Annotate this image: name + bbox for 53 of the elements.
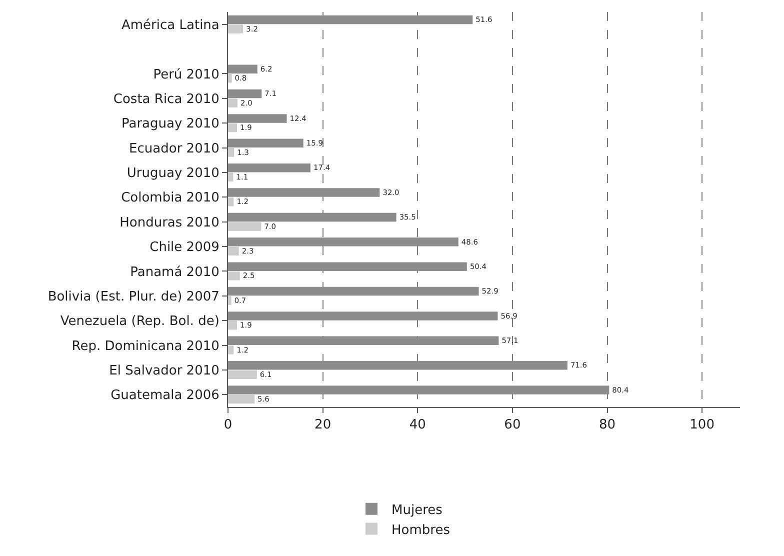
- bar: [228, 296, 232, 305]
- x-tick-label: 80: [598, 418, 616, 433]
- x-tick-label: 60: [504, 418, 521, 433]
- bar: [228, 386, 610, 394]
- bar: [228, 148, 234, 157]
- bar: [228, 24, 244, 34]
- bar: [228, 197, 234, 206]
- y-tick-label: Bolivia (Est. Plur. de) 2007: [48, 289, 220, 304]
- y-tick-label: Chile 2009: [150, 240, 220, 256]
- y-tick-label: El Salvador 2010: [109, 364, 220, 379]
- bar: [228, 246, 239, 256]
- bar: [228, 15, 473, 24]
- bar: [228, 114, 287, 123]
- bar: [228, 123, 238, 132]
- bar: [228, 346, 234, 354]
- y-tick-label: Ecuador 2010: [129, 141, 220, 156]
- y-tick-label: Guatemala 2006: [110, 388, 220, 404]
- bar: [228, 138, 304, 148]
- x-tick-label: 20: [314, 418, 332, 433]
- y-tick-label: Panamá 2010: [130, 264, 220, 280]
- y-tick-label: Rep. Dominicana 2010: [72, 338, 220, 354]
- bar: [228, 312, 498, 320]
- bar: [228, 336, 499, 346]
- bar: [228, 394, 255, 404]
- y-tick-label: Colombia 2010: [121, 190, 220, 206]
- bar: [228, 163, 310, 172]
- bar: [228, 262, 467, 271]
- bar: [228, 64, 258, 74]
- x-tick-label: 100: [690, 418, 714, 433]
- y-tick-label: América Latina: [122, 18, 220, 33]
- y-tick-label: Paraguay 2010: [121, 116, 220, 132]
- legend-label: Mujeres: [392, 502, 443, 518]
- bar: [228, 286, 479, 296]
- bar: [228, 222, 262, 231]
- bar: [228, 172, 234, 182]
- bar: [228, 370, 257, 379]
- bar: [228, 320, 238, 330]
- y-tick-label: Costa Rica 2010: [113, 92, 220, 107]
- y-tick-label: Uruguay 2010: [126, 166, 220, 182]
- bar: [228, 74, 232, 83]
- bar: [228, 188, 380, 197]
- y-tick-label: Perú 2010: [153, 67, 220, 82]
- y-tick-label: Venezuela (Rep. Bol. de): [60, 314, 220, 330]
- bar: [228, 98, 238, 108]
- bar: [228, 89, 262, 98]
- bar: [228, 238, 458, 246]
- x-tick-label: 40: [409, 418, 426, 433]
- bar: [228, 271, 240, 280]
- bar: [228, 360, 568, 370]
- x-tick-label: 0: [224, 418, 232, 433]
- bar: [228, 212, 396, 222]
- y-tick-label: Honduras 2010: [120, 215, 220, 230]
- legend-label: Hombres: [392, 522, 450, 538]
